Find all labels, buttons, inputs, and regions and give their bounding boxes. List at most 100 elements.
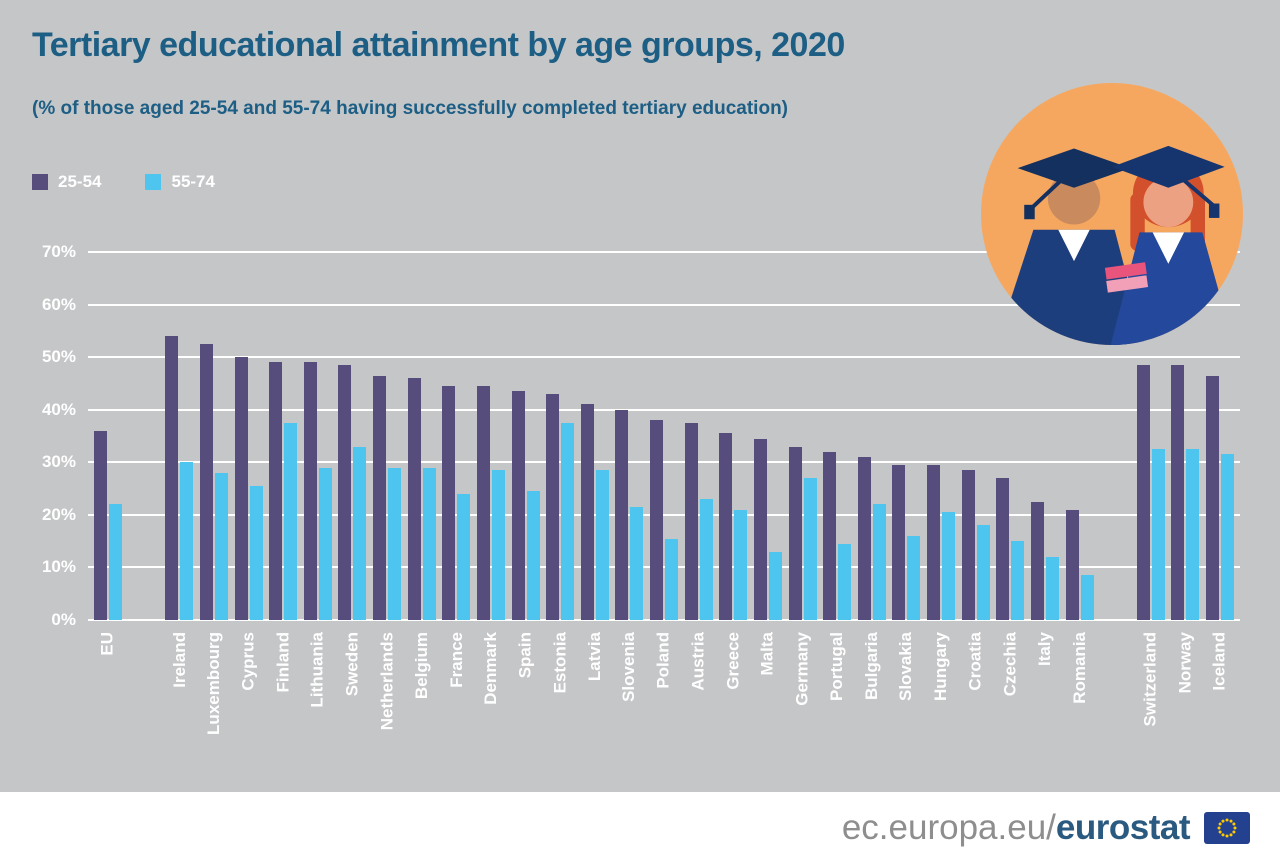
bar-25-54 [338, 365, 352, 620]
bar-25-54 [650, 420, 663, 620]
bar-25-54 [823, 451, 837, 620]
bar-group: Netherlands [373, 252, 401, 730]
bar-25-54 [580, 404, 594, 620]
legend-label: 55-74 [171, 172, 215, 191]
bar-55-74 [422, 467, 436, 620]
group-spacer [1100, 619, 1130, 620]
bar-group: Ireland [165, 252, 194, 688]
category-label: Estonia [550, 632, 570, 694]
page-title: Tertiary educational attainment by age g… [32, 26, 845, 64]
category-label: Malta [757, 632, 777, 676]
category-label: Bulgaria [861, 632, 881, 701]
bar-25-54 [199, 344, 213, 620]
bar-55-74 [630, 506, 644, 620]
bar-group: Germany [788, 252, 817, 706]
gridline [88, 619, 1240, 621]
bar-55-74 [1045, 556, 1059, 620]
legend-swatch-25-54 [32, 174, 48, 190]
gridline [88, 408, 1240, 411]
bar-55-74 [1011, 541, 1025, 620]
bar-55-74 [768, 551, 782, 620]
bar-55-74 [907, 535, 921, 620]
bar-25-54 [719, 433, 733, 620]
category-label: Poland [654, 632, 673, 689]
category-label: Portugal [827, 632, 847, 701]
bar-group: Cyprus [234, 252, 263, 691]
bar-25-54 [546, 393, 560, 620]
bar-25-54 [407, 378, 421, 620]
category-label: Ireland [169, 632, 189, 688]
bar-25-54 [94, 430, 107, 620]
bar-group: Portugal [823, 252, 852, 701]
footer-bar: ec.europa.eu/eurostat [0, 792, 1280, 864]
category-label: Switzerland [1140, 632, 1160, 727]
bar-group: Malta [753, 252, 782, 675]
bar-25-54 [442, 386, 456, 620]
category-label: Cyprus [238, 632, 258, 691]
bar-55-74 [976, 525, 990, 620]
bar-55-74 [180, 462, 194, 620]
bar-55-74 [595, 470, 609, 620]
category-label: Iceland [1210, 632, 1229, 691]
bar-55-74 [872, 504, 886, 620]
category-label: Luxembourg [203, 632, 223, 735]
y-axis-tick: 50% [41, 347, 76, 367]
bar-group: Finland [269, 252, 298, 692]
bar-55-74 [284, 422, 298, 620]
gridline [88, 513, 1240, 516]
legend-label: 25-54 [58, 172, 102, 191]
bar-55-74 [803, 478, 817, 620]
gridline [88, 566, 1240, 569]
page-subtitle: (% of those aged 25-54 and 55-74 having … [32, 98, 789, 119]
category-label: Romania [1069, 632, 1089, 704]
bar-group: Switzerland [1136, 252, 1165, 726]
gridline [88, 356, 1240, 359]
category-label: Croatia [965, 632, 985, 691]
bar-55-74 [734, 509, 748, 620]
bar-group: EU [94, 252, 122, 656]
category-label: Denmark [480, 632, 500, 705]
category-label: Italy [1034, 632, 1054, 667]
bar-55-74 [1186, 449, 1200, 620]
bar-group: Italy [1030, 252, 1059, 666]
category-label: Austria [688, 632, 708, 691]
category-label: Germany [792, 632, 812, 706]
category-label: Slovenia [619, 632, 639, 702]
bar-group: Iceland [1206, 252, 1234, 691]
gridline [88, 251, 1240, 253]
bar-group: Bulgaria [857, 252, 886, 700]
bar-group: Belgium [407, 252, 436, 699]
bar-group: Austria [684, 252, 713, 691]
bar-55-74 [457, 493, 471, 620]
bar-25-54 [1171, 365, 1185, 620]
bar-group: Romania [1065, 252, 1094, 704]
category-label: Czechia [1000, 632, 1020, 697]
category-label: EU [98, 632, 117, 656]
bar-55-74 [1080, 575, 1094, 620]
category-label: Netherlands [377, 632, 396, 731]
bar-55-74 [353, 446, 367, 620]
category-label: Slovakia [896, 632, 916, 701]
y-axis-tick: 70% [41, 242, 76, 261]
bar-25-54 [373, 375, 386, 620]
category-label: Greece [723, 632, 743, 690]
bar-55-74 [699, 499, 713, 620]
bar-25-54 [1136, 365, 1150, 620]
bar-25-54 [476, 386, 490, 620]
bar-55-74 [109, 504, 122, 620]
bar-25-54 [165, 336, 179, 620]
bar-group: Poland [650, 252, 678, 689]
bar-25-54 [788, 446, 802, 620]
bar-group: Czechia [996, 252, 1025, 696]
bar-55-74 [561, 422, 575, 620]
category-label: Norway [1175, 632, 1195, 694]
bar-25-54 [892, 464, 906, 620]
bar-25-54 [303, 362, 317, 620]
bar-25-54 [615, 409, 629, 620]
bar-25-54 [753, 438, 767, 620]
bar-group: Estonia [546, 252, 575, 693]
category-label: Sweden [342, 632, 362, 697]
bar-group: Luxembourg [199, 252, 228, 735]
plot-area: EU Ireland Luxembourg Cyprus Finland Lithuani… [42, 242, 1240, 735]
